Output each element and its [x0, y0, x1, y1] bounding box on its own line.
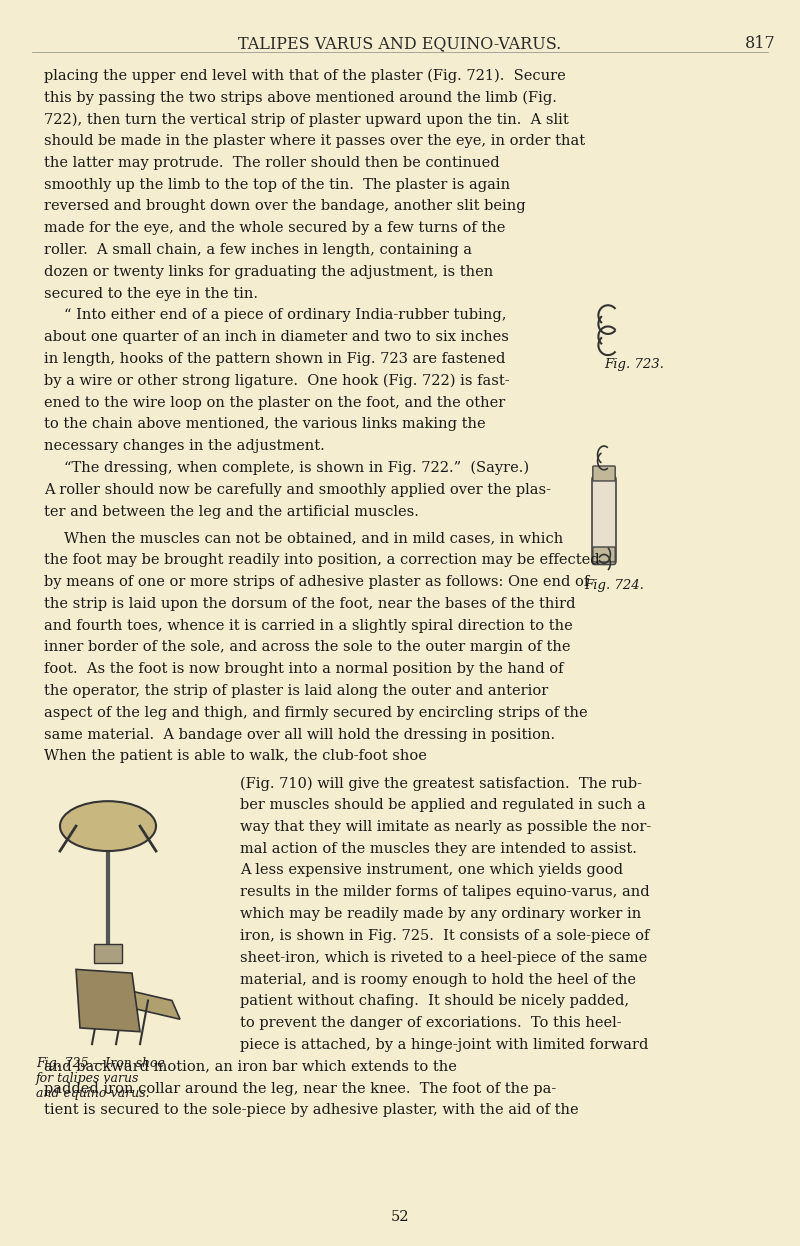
Text: 722), then turn the vertical strip of plaster upward upon the tin.  A slit: 722), then turn the vertical strip of pl…: [44, 112, 569, 127]
Text: (Fig. 710) will give the greatest satisfaction.  The rub-: (Fig. 710) will give the greatest satisf…: [240, 776, 642, 791]
Text: by means of one or more strips of adhesive plaster as follows: One end of: by means of one or more strips of adhesi…: [44, 574, 590, 589]
Text: When the muscles can not be obtained, and in mild cases, in which: When the muscles can not be obtained, an…: [64, 531, 563, 546]
Text: sheet-iron, which is riveted to a heel-piece of the same: sheet-iron, which is riveted to a heel-p…: [240, 951, 647, 964]
FancyBboxPatch shape: [593, 547, 615, 562]
Text: TALIPES VARUS AND EQUINO-VARUS.: TALIPES VARUS AND EQUINO-VARUS.: [238, 35, 562, 52]
Text: Fig. 724.: Fig. 724.: [584, 579, 644, 592]
Text: results in the milder forms of talipes equino-varus, and: results in the milder forms of talipes e…: [240, 885, 650, 900]
Text: the foot may be brought readily into position, a correction may be effected: the foot may be brought readily into pos…: [44, 553, 600, 567]
Text: same material.  A bandage over all will hold the dressing in position.: same material. A bandage over all will h…: [44, 728, 555, 741]
Text: should be made in the plaster where it passes over the eye, in order that: should be made in the plaster where it p…: [44, 133, 585, 148]
Text: “ Into either end of a piece of ordinary India-rubber tubing,: “ Into either end of a piece of ordinary…: [64, 308, 506, 323]
Text: inner border of the sole, and across the sole to the outer margin of the: inner border of the sole, and across the…: [44, 640, 570, 654]
Text: by a wire or other strong ligature.  One hook (Fig. 722) is fast-: by a wire or other strong ligature. One …: [44, 374, 510, 389]
Text: this by passing the two strips above mentioned around the limb (Fig.: this by passing the two strips above men…: [44, 91, 557, 105]
Text: material, and is roomy enough to hold the heel of the: material, and is roomy enough to hold th…: [240, 972, 636, 987]
Text: secured to the eye in the tin.: secured to the eye in the tin.: [44, 287, 258, 300]
Text: way that they will imitate as nearly as possible the nor-: way that they will imitate as nearly as …: [240, 820, 651, 834]
Text: the operator, the strip of plaster is laid along the outer and anterior: the operator, the strip of plaster is la…: [44, 684, 548, 698]
Text: to the chain above mentioned, the various links making the: to the chain above mentioned, the variou…: [44, 417, 486, 431]
Text: Fig. 725.—Iron shoe
for talipes varus
and equino-varus.: Fig. 725.—Iron shoe for talipes varus an…: [36, 1057, 165, 1100]
Text: and fourth toes, whence it is carried in a slightly spiral direction to the: and fourth toes, whence it is carried in…: [44, 618, 573, 633]
Text: the latter may protrude.  The roller should then be continued: the latter may protrude. The roller shou…: [44, 156, 500, 169]
Text: aspect of the leg and thigh, and firmly secured by encircling strips of the: aspect of the leg and thigh, and firmly …: [44, 705, 588, 720]
Text: about one quarter of an inch in diameter and two to six inches: about one quarter of an inch in diameter…: [44, 330, 509, 344]
Text: in length, hooks of the pattern shown in Fig. 723 are fastened: in length, hooks of the pattern shown in…: [44, 351, 506, 366]
Text: ter and between the leg and the artificial muscles.: ter and between the leg and the artifici…: [44, 505, 419, 518]
Text: reversed and brought down over the bandage, another slit being: reversed and brought down over the banda…: [44, 199, 526, 213]
Text: tient is secured to the sole-piece by adhesive plaster, with the aid of the: tient is secured to the sole-piece by ad…: [44, 1103, 578, 1118]
Text: mal action of the muscles they are intended to assist.: mal action of the muscles they are inten…: [240, 841, 637, 856]
Text: necessary changes in the adjustment.: necessary changes in the adjustment.: [44, 439, 325, 454]
Text: placing the upper end level with that of the plaster (Fig. 721).  Secure: placing the upper end level with that of…: [44, 69, 566, 83]
Text: Fig. 723.: Fig. 723.: [604, 358, 664, 370]
Text: to prevent the danger of excoriations.  To this heel-: to prevent the danger of excoriations. T…: [240, 1015, 622, 1030]
Text: iron, is shown in Fig. 725.  It consists of a sole-piece of: iron, is shown in Fig. 725. It consists …: [240, 928, 650, 943]
Text: ened to the wire loop on the plaster on the foot, and the other: ened to the wire loop on the plaster on …: [44, 395, 506, 410]
Polygon shape: [76, 969, 140, 1032]
Text: A roller should now be carefully and smoothly applied over the plas-: A roller should now be carefully and smo…: [44, 482, 551, 497]
Text: 817: 817: [746, 35, 776, 52]
Polygon shape: [92, 982, 180, 1019]
Text: dozen or twenty links for graduating the adjustment, is then: dozen or twenty links for graduating the…: [44, 264, 494, 279]
Text: and backward motion, an iron bar which extends to the: and backward motion, an iron bar which e…: [44, 1059, 457, 1074]
Text: roller.  A small chain, a few inches in length, containing a: roller. A small chain, a few inches in l…: [44, 243, 472, 257]
Text: foot.  As the foot is now brought into a normal position by the hand of: foot. As the foot is now brought into a …: [44, 662, 563, 677]
Text: A less expensive instrument, one which yields good: A less expensive instrument, one which y…: [240, 863, 623, 877]
Text: “The dressing, when complete, is shown in Fig. 722.”  (Sayre.): “The dressing, when complete, is shown i…: [64, 461, 529, 476]
Bar: [94, 944, 122, 963]
Text: which may be readily made by any ordinary worker in: which may be readily made by any ordinar…: [240, 907, 642, 921]
Text: the strip is laid upon the dorsum of the foot, near the bases of the third: the strip is laid upon the dorsum of the…: [44, 597, 575, 611]
Text: 52: 52: [390, 1210, 410, 1224]
Ellipse shape: [60, 801, 156, 851]
Text: padded iron collar around the leg, near the knee.  The foot of the pa-: padded iron collar around the leg, near …: [44, 1082, 556, 1095]
Text: smoothly up the limb to the top of the tin.  The plaster is again: smoothly up the limb to the top of the t…: [44, 177, 510, 192]
FancyBboxPatch shape: [592, 476, 616, 564]
FancyBboxPatch shape: [593, 466, 615, 481]
Text: patient without chafing.  It should be nicely padded,: patient without chafing. It should be ni…: [240, 994, 629, 1008]
Text: ber muscles should be applied and regulated in such a: ber muscles should be applied and regula…: [240, 797, 646, 812]
Text: piece is attached, by a hinge-joint with limited forward: piece is attached, by a hinge-joint with…: [240, 1038, 648, 1052]
Text: When the patient is able to walk, the club-foot shoe: When the patient is able to walk, the cl…: [44, 749, 427, 764]
Text: made for the eye, and the whole secured by a few turns of the: made for the eye, and the whole secured …: [44, 221, 506, 235]
